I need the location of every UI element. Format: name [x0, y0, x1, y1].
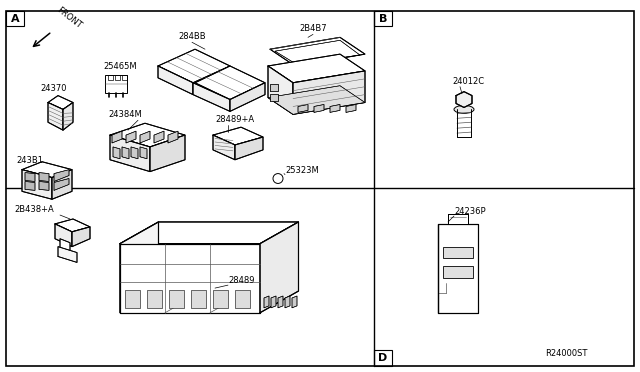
- Bar: [130, 237, 138, 242]
- Polygon shape: [168, 131, 178, 143]
- Polygon shape: [48, 103, 63, 130]
- Polygon shape: [122, 147, 129, 159]
- Polygon shape: [271, 296, 276, 308]
- Bar: [166, 237, 174, 242]
- Polygon shape: [54, 179, 69, 190]
- Bar: [443, 247, 473, 259]
- Bar: [6, 11, 24, 26]
- Bar: [108, 75, 113, 80]
- Polygon shape: [140, 147, 147, 159]
- Polygon shape: [260, 222, 298, 313]
- Text: R24000ST: R24000ST: [546, 349, 588, 358]
- Polygon shape: [230, 83, 265, 111]
- Text: 24370: 24370: [40, 84, 67, 93]
- Polygon shape: [270, 37, 365, 66]
- Polygon shape: [140, 131, 150, 143]
- Bar: [213, 290, 228, 308]
- Bar: [374, 350, 392, 366]
- Polygon shape: [113, 147, 120, 159]
- Polygon shape: [120, 244, 260, 313]
- Polygon shape: [55, 224, 72, 247]
- Text: 28489+A: 28489+A: [215, 115, 254, 124]
- Polygon shape: [39, 182, 49, 190]
- Text: 24236P: 24236P: [454, 207, 486, 216]
- Text: B: B: [379, 14, 387, 23]
- Polygon shape: [112, 131, 122, 143]
- Text: 25323M: 25323M: [285, 166, 319, 174]
- Polygon shape: [126, 131, 136, 143]
- Bar: [105, 75, 127, 93]
- Circle shape: [273, 174, 283, 183]
- Polygon shape: [195, 66, 265, 100]
- Text: A: A: [11, 14, 19, 23]
- Text: 284BB: 284BB: [178, 32, 206, 41]
- Polygon shape: [25, 182, 35, 190]
- Polygon shape: [293, 71, 365, 114]
- Bar: [122, 75, 127, 80]
- Bar: [147, 290, 162, 308]
- Polygon shape: [25, 173, 35, 182]
- Polygon shape: [438, 224, 478, 313]
- Polygon shape: [120, 222, 298, 244]
- Bar: [169, 290, 184, 308]
- Polygon shape: [158, 66, 193, 94]
- Polygon shape: [193, 83, 230, 111]
- Polygon shape: [72, 227, 90, 247]
- Polygon shape: [63, 103, 73, 130]
- Polygon shape: [58, 247, 77, 262]
- Polygon shape: [298, 105, 308, 112]
- Bar: [148, 237, 156, 242]
- Text: 2B438+A: 2B438+A: [14, 205, 54, 214]
- Bar: [374, 11, 392, 26]
- Polygon shape: [22, 162, 72, 177]
- Polygon shape: [39, 173, 49, 182]
- Polygon shape: [270, 84, 278, 91]
- Polygon shape: [54, 170, 69, 182]
- Text: D: D: [378, 353, 388, 363]
- Polygon shape: [448, 214, 468, 224]
- Ellipse shape: [454, 106, 474, 113]
- Polygon shape: [154, 131, 164, 143]
- Polygon shape: [235, 137, 263, 160]
- Polygon shape: [285, 296, 290, 308]
- Polygon shape: [456, 92, 472, 108]
- Polygon shape: [268, 86, 365, 114]
- Polygon shape: [110, 123, 185, 147]
- Polygon shape: [278, 296, 283, 308]
- Polygon shape: [213, 135, 235, 160]
- Text: 24384M: 24384M: [108, 110, 141, 119]
- Bar: [443, 266, 473, 278]
- Polygon shape: [52, 170, 72, 199]
- Polygon shape: [60, 239, 70, 253]
- Polygon shape: [314, 105, 324, 112]
- Polygon shape: [270, 94, 278, 100]
- Bar: [235, 290, 250, 308]
- Polygon shape: [158, 49, 230, 83]
- Polygon shape: [264, 296, 269, 308]
- Polygon shape: [48, 96, 73, 109]
- Text: 2B4B7: 2B4B7: [299, 25, 327, 33]
- Polygon shape: [292, 296, 297, 308]
- Text: 25465M: 25465M: [103, 62, 136, 71]
- Polygon shape: [22, 170, 52, 199]
- Bar: [115, 75, 120, 80]
- Polygon shape: [213, 127, 263, 145]
- Text: 24012C: 24012C: [452, 77, 484, 86]
- Polygon shape: [120, 222, 159, 313]
- Text: 28489: 28489: [228, 276, 255, 285]
- Polygon shape: [268, 54, 365, 83]
- Polygon shape: [131, 147, 138, 159]
- Bar: [125, 290, 140, 308]
- Polygon shape: [150, 135, 185, 171]
- Polygon shape: [268, 66, 293, 114]
- Polygon shape: [55, 219, 90, 232]
- Text: FRONT: FRONT: [55, 6, 83, 31]
- Text: 243B1: 243B1: [16, 156, 43, 165]
- Polygon shape: [330, 105, 340, 112]
- Bar: [191, 290, 206, 308]
- Polygon shape: [346, 105, 356, 112]
- Polygon shape: [110, 135, 150, 171]
